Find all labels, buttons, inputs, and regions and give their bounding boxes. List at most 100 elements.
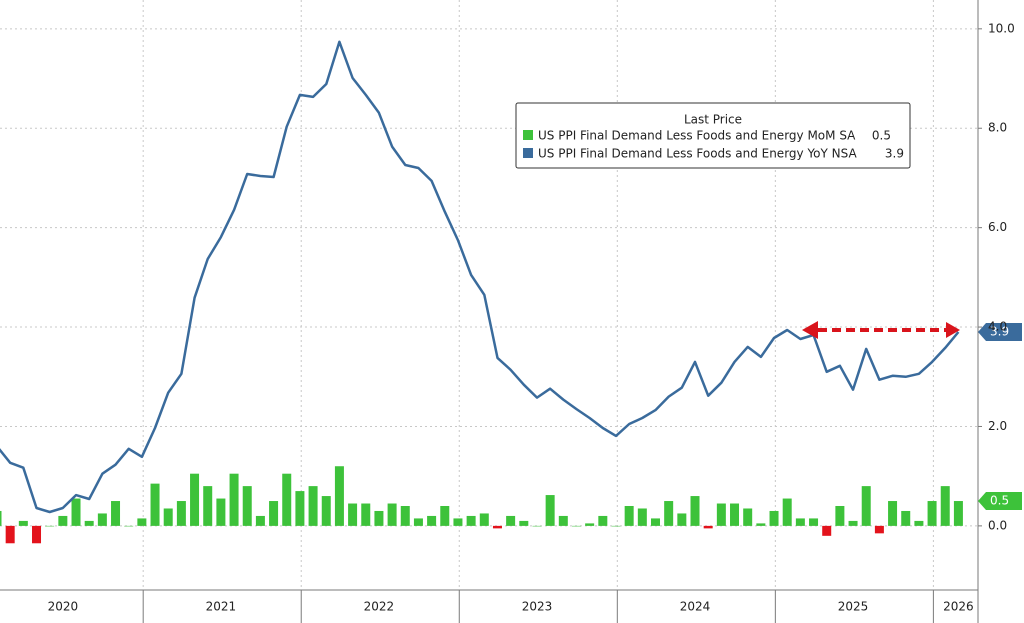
bar bbox=[124, 525, 134, 527]
value-badge bbox=[978, 323, 1022, 342]
x-tick-label: 2026 bbox=[943, 600, 974, 614]
x-tick-label: 2024 bbox=[680, 600, 711, 614]
badges: 0.5 3.9 bbox=[978, 323, 1022, 511]
bar bbox=[703, 525, 713, 529]
bar bbox=[361, 503, 371, 526]
x-tick-label: 2022 bbox=[364, 600, 395, 614]
bar bbox=[58, 515, 68, 526]
legend-title: Last Price bbox=[684, 113, 742, 127]
bar bbox=[492, 525, 502, 529]
bar bbox=[295, 491, 305, 526]
bar bbox=[466, 515, 476, 526]
bar bbox=[874, 525, 884, 534]
bar bbox=[216, 498, 226, 526]
bar bbox=[427, 515, 437, 526]
bar bbox=[255, 515, 265, 526]
y-tick-label: 0.0 bbox=[988, 518, 1007, 532]
y-tick-label: 6.0 bbox=[988, 220, 1007, 234]
bar bbox=[651, 518, 660, 526]
legend: Last Price US PPI Final Demand Less Food… bbox=[515, 102, 911, 169]
marks bbox=[0, 40, 963, 544]
bar bbox=[532, 525, 542, 527]
bar bbox=[506, 515, 516, 526]
legend-swatch bbox=[523, 130, 533, 140]
legend-label: US PPI Final Demand Less Foods and Energ… bbox=[538, 129, 856, 143]
bar bbox=[914, 520, 924, 526]
bar bbox=[5, 525, 15, 544]
bar bbox=[387, 503, 397, 526]
bar bbox=[18, 520, 28, 526]
bar bbox=[453, 518, 463, 526]
bar bbox=[585, 523, 595, 526]
bar bbox=[45, 525, 55, 527]
bar bbox=[479, 513, 489, 526]
bar bbox=[229, 473, 239, 526]
bar bbox=[835, 505, 845, 526]
bar bbox=[901, 510, 911, 526]
value-badge-label: 0.5 bbox=[990, 494, 1009, 508]
y-tick-label: 2.0 bbox=[988, 419, 1007, 433]
bar bbox=[677, 513, 687, 526]
bar bbox=[809, 518, 819, 526]
bar bbox=[545, 495, 555, 526]
bar bbox=[413, 518, 423, 526]
y-tick-label: 4.0 bbox=[988, 320, 1007, 334]
bar bbox=[782, 498, 792, 526]
bar bbox=[400, 505, 410, 526]
bar bbox=[598, 515, 608, 526]
bar bbox=[282, 473, 292, 526]
legend-label: US PPI Final Demand Less Foods and Energ… bbox=[538, 147, 857, 161]
bar bbox=[242, 486, 252, 526]
legend-value: 0.5 bbox=[872, 129, 891, 143]
y-tick-label: 10.0 bbox=[988, 21, 1015, 35]
bar bbox=[0, 510, 2, 526]
bar bbox=[953, 501, 963, 526]
line bbox=[0, 40, 960, 514]
bar bbox=[861, 486, 871, 526]
value-badge-label: 3.9 bbox=[990, 325, 1009, 339]
bar bbox=[137, 518, 147, 526]
bar bbox=[190, 473, 200, 526]
bar bbox=[730, 503, 740, 526]
bar bbox=[690, 496, 700, 526]
bar bbox=[743, 508, 753, 526]
bar bbox=[822, 525, 832, 536]
x-tick-label: 2023 bbox=[522, 600, 553, 614]
bar bbox=[716, 503, 726, 526]
bar bbox=[611, 525, 621, 527]
bar bbox=[163, 508, 173, 526]
x-tick-label: 2025 bbox=[838, 600, 869, 614]
legend-swatch bbox=[523, 148, 533, 158]
bar bbox=[795, 518, 805, 526]
bar bbox=[203, 486, 213, 526]
bar bbox=[664, 501, 674, 526]
bar bbox=[269, 501, 279, 526]
bar bbox=[769, 510, 779, 526]
bar bbox=[888, 501, 898, 526]
legend-value: 3.9 bbox=[885, 147, 904, 161]
bar bbox=[940, 486, 950, 526]
bar bbox=[927, 501, 937, 526]
bar bbox=[848, 520, 858, 526]
bar bbox=[150, 483, 160, 526]
bar bbox=[308, 486, 318, 526]
value-badge bbox=[978, 492, 1022, 511]
x-tick-label: 2020 bbox=[48, 600, 79, 614]
x-tick-label: 2021 bbox=[206, 600, 237, 614]
bar bbox=[321, 496, 331, 526]
bar bbox=[637, 508, 647, 526]
bar bbox=[571, 525, 581, 527]
bar bbox=[440, 505, 450, 526]
bar bbox=[84, 520, 94, 526]
bar bbox=[348, 503, 358, 526]
bar bbox=[334, 466, 344, 526]
bar bbox=[111, 501, 121, 526]
bar bbox=[176, 501, 186, 526]
bar bbox=[756, 523, 766, 526]
y-tick-label: 8.0 bbox=[988, 121, 1007, 135]
bar bbox=[558, 515, 568, 526]
bar bbox=[624, 505, 634, 526]
bar bbox=[519, 520, 529, 526]
